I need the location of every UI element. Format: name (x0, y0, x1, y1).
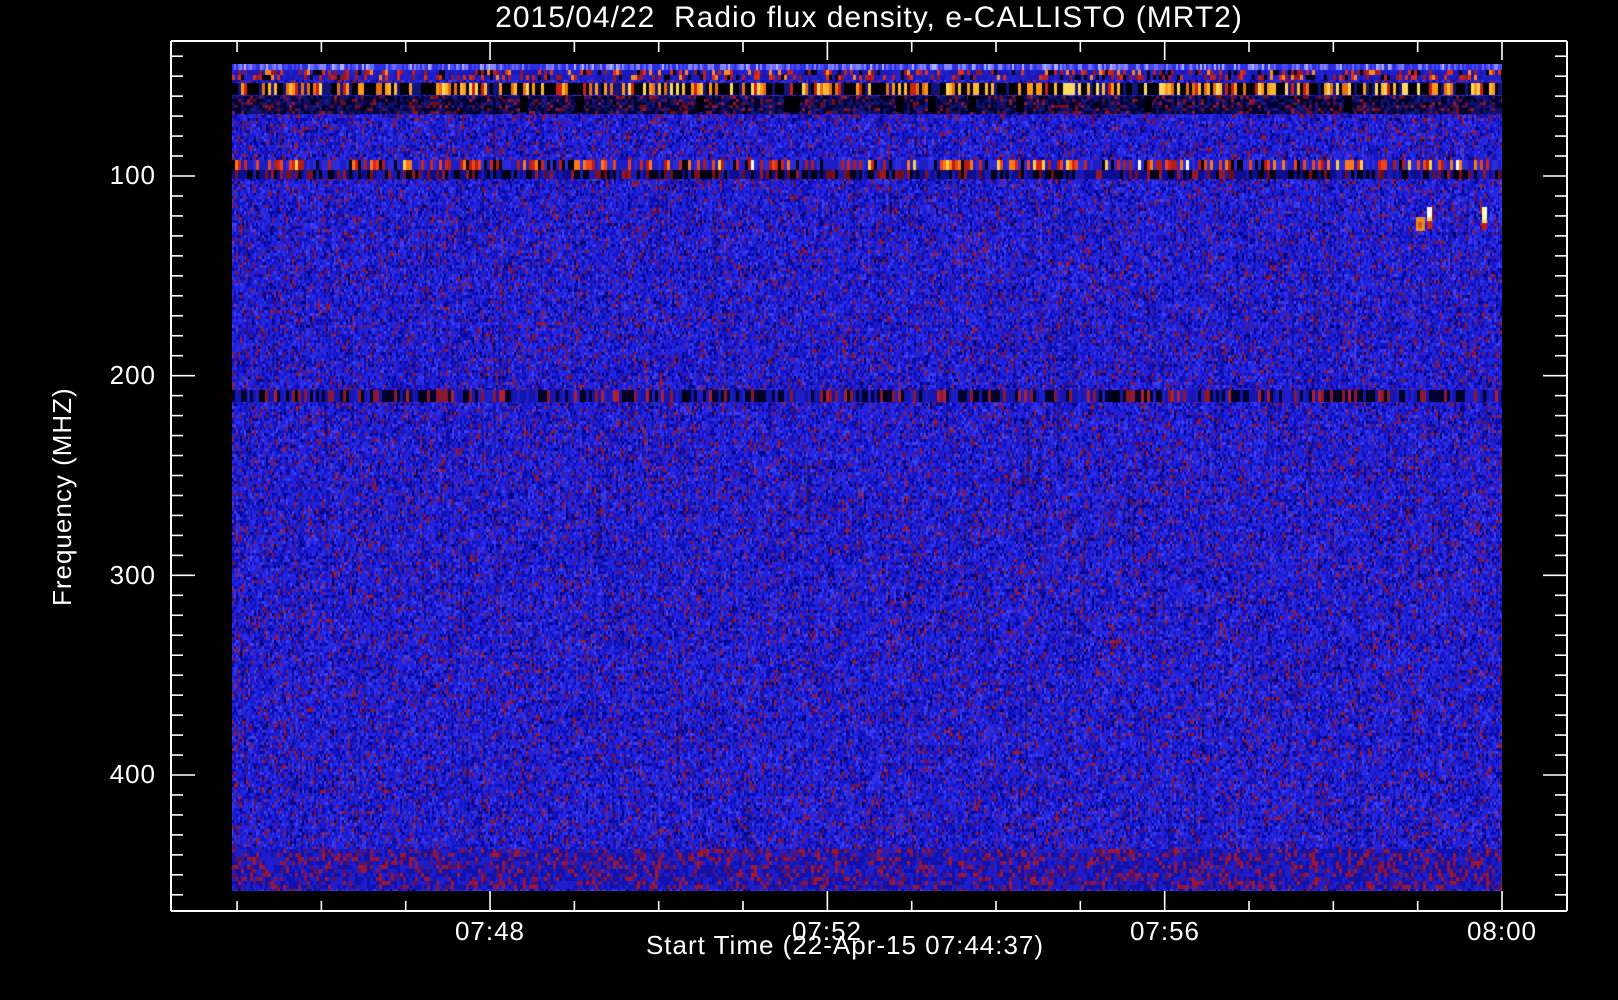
xtick-label-0752: 07:52 (791, 916, 863, 946)
chart-title: 2015/04/22 Radio flux density, e-CALLIST… (495, 1, 1243, 34)
ytick-label-100: 100 (109, 160, 156, 190)
ytick-label-400: 400 (109, 759, 156, 789)
y-axis-label: Frequency (MHZ) (47, 387, 77, 607)
ytick-label-200: 200 (109, 360, 156, 390)
xtick-label-0800: 08:00 (1466, 916, 1538, 946)
xtick-label-0748: 07:48 (454, 916, 526, 946)
x-axis-label: Start Time (22-Apr-15 07:44:37) (645, 930, 1045, 960)
xtick-label-0756: 07:56 (1129, 916, 1201, 946)
ytick-label-300: 300 (109, 560, 156, 590)
spectrogram-canvas (232, 64, 1502, 891)
